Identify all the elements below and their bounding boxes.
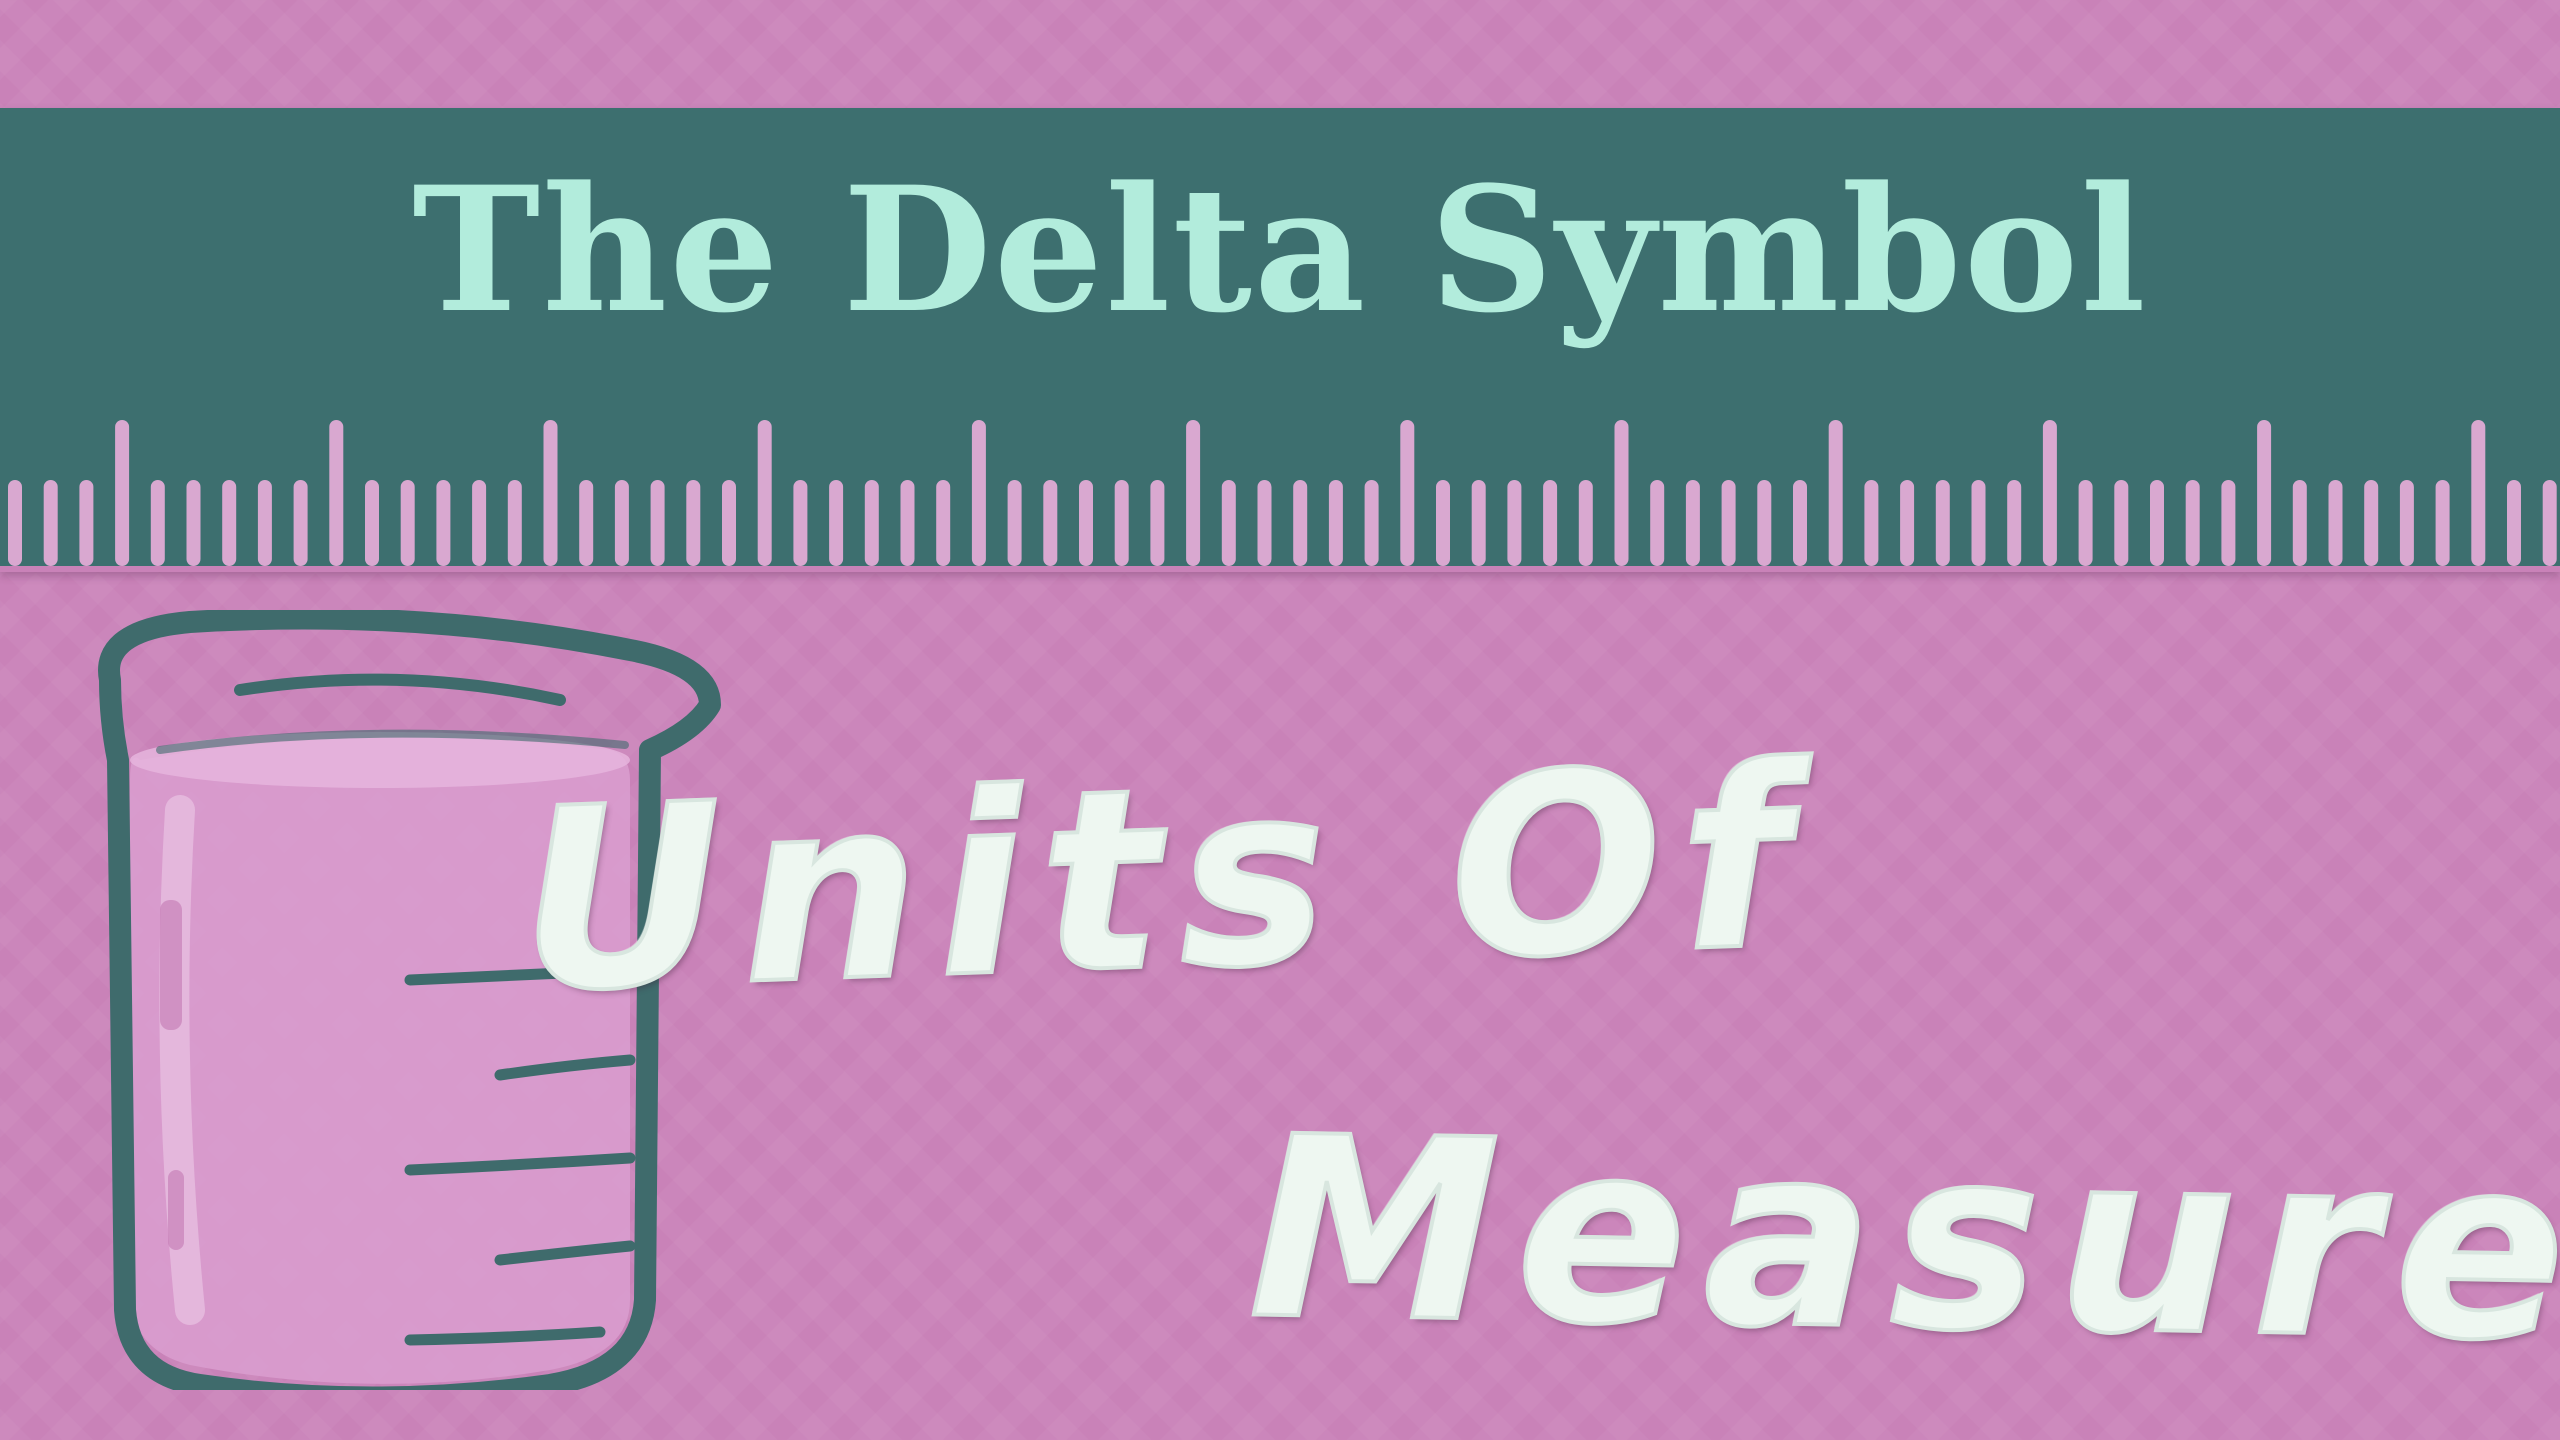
ruler-major-tick — [329, 420, 344, 566]
ruler-minor-tick — [222, 480, 237, 566]
ruler-minor-tick — [257, 480, 272, 566]
ruler-minor-tick — [1150, 480, 1165, 566]
ruler-major-tick — [115, 420, 130, 566]
ruler-minor-tick — [1757, 480, 1772, 566]
ruler-minor-tick — [650, 480, 665, 566]
ruler-minor-tick — [1043, 480, 1058, 566]
ruler-minor-tick — [1900, 480, 1915, 566]
ruler-minor-tick — [2150, 480, 2164, 566]
title-banner — [0, 108, 2560, 572]
ruler-minor-tick — [1935, 480, 1950, 566]
ruler-minor-tick — [365, 480, 379, 566]
ruler-minor-tick — [1793, 480, 1807, 566]
page-title: The Delta Symbol — [412, 148, 2148, 351]
ruler-minor-tick — [1721, 480, 1736, 566]
ruler-minor-tick — [2542, 480, 2557, 566]
ruler-minor-tick — [1578, 480, 1593, 566]
ruler-minor-tick — [150, 480, 165, 566]
ruler-major-tick — [971, 420, 986, 566]
ruler-minor-tick — [79, 480, 94, 566]
ruler-minor-tick — [1293, 480, 1308, 566]
ruler-minor-tick — [793, 480, 808, 566]
ruler-minor-tick — [1079, 480, 1093, 566]
ruler-minor-tick — [722, 480, 736, 566]
ruler-major-tick — [1614, 420, 1629, 566]
ruler-minor-tick — [1685, 480, 1700, 566]
ruler-minor-tick — [1650, 480, 1665, 566]
ruler-minor-tick — [436, 480, 451, 566]
ruler-minor-tick — [900, 480, 915, 566]
ruler-minor-tick — [1328, 480, 1343, 566]
ruler-minor-tick — [2078, 480, 2093, 566]
ruler-minor-tick — [829, 480, 844, 566]
ruler-minor-tick — [579, 480, 594, 566]
ruler-major-tick — [2257, 420, 2272, 566]
ruler-minor-tick — [1007, 480, 1022, 566]
subtitle-line-2: Measure — [1246, 1080, 2560, 1398]
ruler-minor-tick — [864, 480, 879, 566]
ruler-minor-tick — [1971, 480, 1986, 566]
ruler-major-tick — [757, 420, 772, 566]
ruler-minor-tick — [400, 480, 415, 566]
ruler-major-tick — [1400, 420, 1415, 566]
ruler-minor-tick — [2007, 480, 2022, 566]
subtitle-line-1: Units Of — [513, 710, 1814, 1050]
ruler-minor-tick — [186, 480, 201, 566]
ruler-major-tick — [2042, 420, 2057, 566]
ruler-minor-tick — [2328, 480, 2343, 566]
ruler-major-tick — [2471, 420, 2486, 566]
ruler-minor-tick — [293, 480, 308, 566]
ruler-major-tick — [1828, 420, 1843, 566]
ruler-minor-tick — [472, 480, 487, 566]
ruler-minor-tick — [2364, 480, 2379, 566]
beaker-icon — [98, 610, 721, 1390]
ruler-minor-tick — [2399, 480, 2414, 566]
ruler-icon — [0, 420, 2560, 572]
ruler-minor-tick — [507, 480, 522, 566]
ruler-minor-tick — [1864, 480, 1879, 566]
ruler-minor-tick — [614, 480, 629, 566]
ruler-minor-tick — [1257, 480, 1272, 566]
ruler-minor-tick — [686, 480, 701, 566]
ruler-minor-tick — [2507, 480, 2521, 566]
ruler-minor-tick — [1543, 480, 1558, 566]
ruler-major-tick — [543, 420, 558, 566]
ruler-minor-tick — [8, 480, 22, 566]
ruler-minor-tick — [1471, 480, 1486, 566]
ruler-minor-tick — [2435, 480, 2450, 566]
ruler-minor-tick — [1114, 480, 1129, 566]
ruler-minor-tick — [2292, 480, 2307, 566]
ruler-minor-tick — [2185, 480, 2200, 566]
ruler-minor-tick — [2221, 480, 2236, 566]
ruler-minor-tick — [936, 480, 951, 566]
ruler-major-tick — [1186, 420, 1201, 566]
ruler-minor-tick — [1221, 480, 1236, 566]
ruler-minor-tick — [1507, 480, 1522, 566]
ruler-minor-tick — [43, 480, 58, 566]
ruler-minor-tick — [1364, 480, 1379, 566]
ruler-minor-tick — [2114, 480, 2129, 566]
ruler-minor-tick — [1436, 480, 1450, 566]
